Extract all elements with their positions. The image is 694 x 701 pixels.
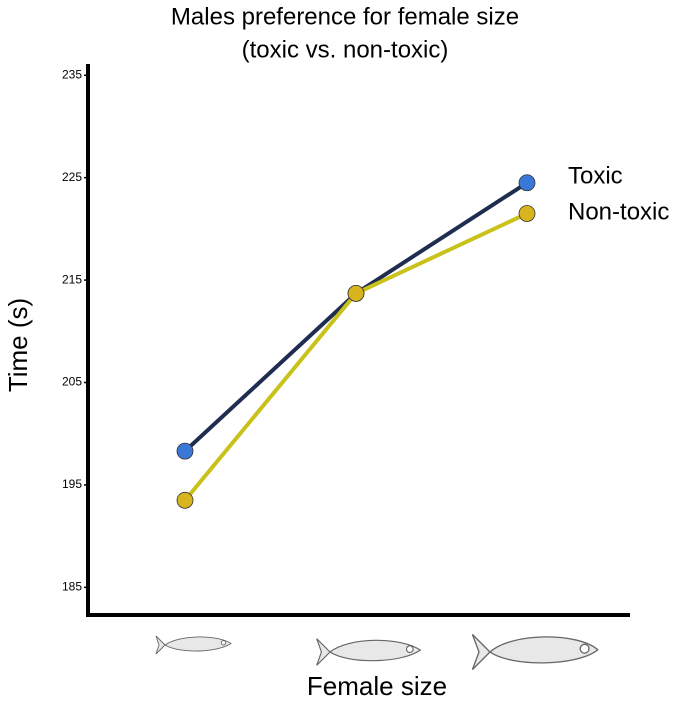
x-axis-label: Female size — [307, 671, 447, 701]
y-axis-label: Time (s) — [3, 298, 33, 392]
legend-label: Toxic — [568, 162, 623, 189]
chart-title: (toxic vs. non-toxic) — [242, 36, 449, 63]
point — [518, 174, 536, 192]
fish-small — [155, 635, 232, 655]
y-tick-label: 225 — [62, 170, 82, 184]
y-tick-label: 235 — [62, 67, 82, 81]
point — [176, 491, 194, 509]
fish-large — [471, 633, 599, 671]
point — [176, 442, 194, 460]
legend-label: Non-toxic — [568, 198, 669, 225]
y-tick-label: 215 — [62, 272, 82, 286]
series-line — [183, 211, 528, 502]
series-line — [183, 181, 529, 453]
fish-icons — [155, 633, 599, 671]
chart-title: Males preference for female size — [171, 3, 519, 30]
y-tick-label: 185 — [62, 580, 82, 594]
point — [347, 284, 365, 302]
y-tick-label: 205 — [62, 375, 82, 389]
fish-medium — [316, 638, 422, 666]
point — [518, 205, 536, 222]
y-tick-label: 195 — [62, 477, 82, 491]
